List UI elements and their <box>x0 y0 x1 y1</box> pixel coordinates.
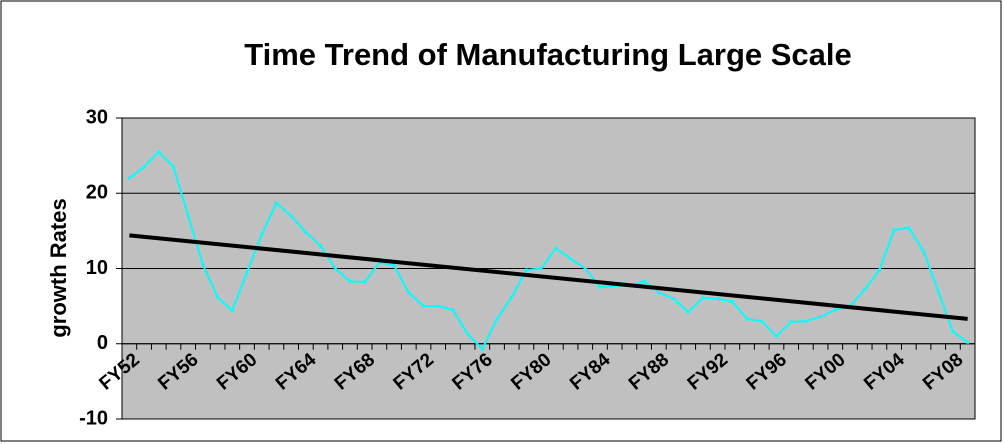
data-point <box>892 228 896 232</box>
data-point <box>819 315 823 319</box>
data-point <box>657 291 661 295</box>
y-axis-title: growth Rates <box>46 198 71 337</box>
data-point <box>510 295 514 299</box>
data-line <box>128 150 969 351</box>
data-point <box>686 310 690 314</box>
data-point <box>804 319 808 323</box>
data-point <box>524 268 528 272</box>
y-tick-label: -10 <box>79 407 108 429</box>
data-point <box>216 295 220 299</box>
data-point <box>451 308 455 312</box>
data-point <box>466 332 470 336</box>
data-point <box>951 330 955 334</box>
data-point <box>289 214 293 218</box>
data-point <box>701 296 705 300</box>
data-point <box>142 165 146 169</box>
data-point <box>245 270 249 274</box>
data-point <box>171 165 175 169</box>
data-point <box>569 257 573 261</box>
data-point <box>127 176 131 180</box>
y-tick-label: 10 <box>86 257 108 279</box>
trend-line <box>129 233 968 321</box>
data-point <box>863 288 867 292</box>
data-point <box>966 340 970 344</box>
data-point <box>421 304 425 308</box>
data-point <box>304 230 308 234</box>
data-point <box>377 260 381 264</box>
chart-title: Time Trend of Manufacturing Large Scale <box>244 37 852 72</box>
data-point <box>922 249 926 253</box>
data-point <box>789 320 793 324</box>
data-point <box>936 289 940 293</box>
data-point <box>186 214 190 218</box>
data-point <box>774 334 778 338</box>
data-point <box>583 267 587 270</box>
data-point <box>319 244 323 248</box>
data-point <box>157 150 161 154</box>
data-point <box>613 284 617 288</box>
data-point <box>480 347 484 351</box>
data-point <box>436 304 440 308</box>
data-point <box>260 233 264 237</box>
data-point <box>877 268 881 272</box>
data-point <box>642 279 646 283</box>
data-point <box>833 308 837 312</box>
data-point <box>907 226 911 230</box>
data-point <box>672 297 676 301</box>
data-point <box>716 297 720 301</box>
data-point <box>201 263 205 267</box>
y-tick-label: 30 <box>86 106 108 128</box>
y-tick-label: 20 <box>86 182 108 204</box>
data-point <box>363 280 367 284</box>
data-point <box>348 279 352 283</box>
data-point <box>392 263 396 267</box>
y-tick-label: 0 <box>97 332 108 354</box>
data-point <box>407 291 411 295</box>
data-point <box>730 300 734 304</box>
data-point <box>554 246 558 250</box>
data-point <box>333 267 337 270</box>
data-point <box>539 267 543 270</box>
data-point <box>274 201 278 205</box>
data-point <box>745 317 749 321</box>
data-point <box>495 317 499 321</box>
data-point <box>230 309 234 313</box>
data-point <box>598 285 602 289</box>
data-point <box>760 319 764 323</box>
